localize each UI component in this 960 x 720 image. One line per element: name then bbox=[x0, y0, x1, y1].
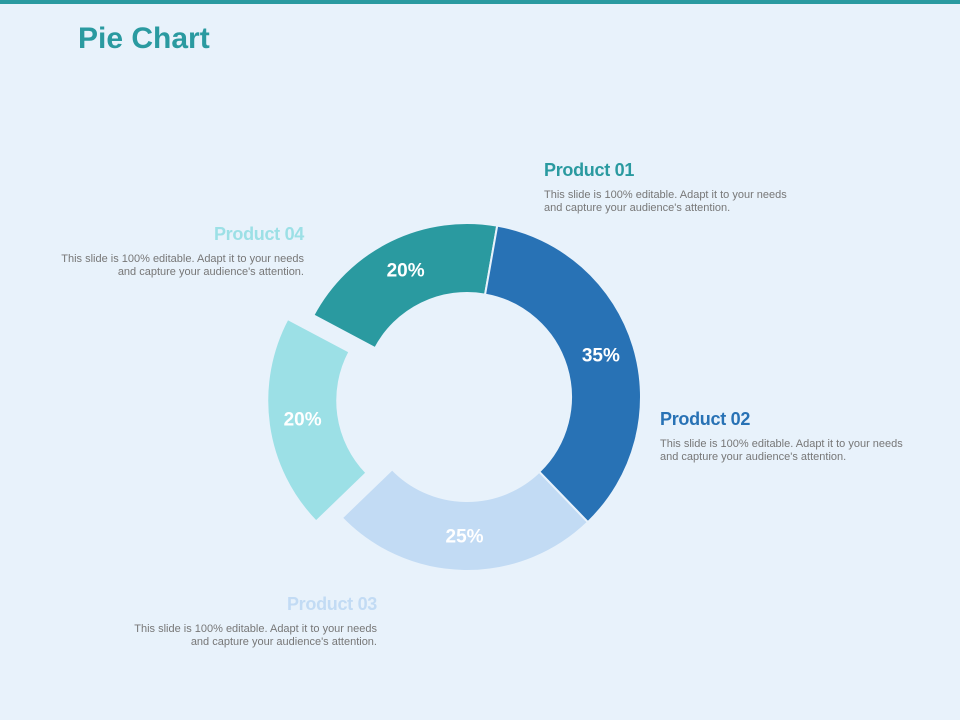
slice-label-product-01: 20% bbox=[387, 261, 425, 282]
callout-title: Product 04 bbox=[213, 224, 304, 244]
page-title: Pie Chart bbox=[78, 22, 210, 55]
slice-label-product-03: 25% bbox=[446, 526, 484, 547]
callout-description: This slide is 100% editable. Adapt it to… bbox=[544, 189, 787, 214]
slice-label-product-04: 20% bbox=[284, 410, 322, 431]
slice-label-product-02: 35% bbox=[582, 346, 620, 367]
callout-title: Product 01 bbox=[544, 160, 635, 180]
slice-product-03 bbox=[340, 467, 590, 572]
callout-product-01: Product 01 This slide is 100% editable. … bbox=[544, 160, 794, 215]
slice-product-04 bbox=[266, 317, 368, 523]
slice-product-01 bbox=[312, 222, 499, 350]
callout-product-03: Product 03 This slide is 100% editable. … bbox=[127, 594, 377, 649]
callout-description: This slide is 100% editable. Adapt it to… bbox=[61, 253, 304, 278]
callout-title: Product 02 bbox=[660, 409, 751, 429]
callout-description: This slide is 100% editable. Adapt it to… bbox=[660, 438, 903, 463]
callout-product-02: Product 02 This slide is 100% editable. … bbox=[660, 409, 910, 464]
callout-title: Product 03 bbox=[286, 594, 377, 614]
slice-product-02 bbox=[483, 224, 642, 524]
top-accent-rule bbox=[0, 0, 960, 4]
callout-product-04: Product 04 This slide is 100% editable. … bbox=[54, 224, 304, 279]
callout-description: This slide is 100% editable. Adapt it to… bbox=[134, 623, 377, 648]
